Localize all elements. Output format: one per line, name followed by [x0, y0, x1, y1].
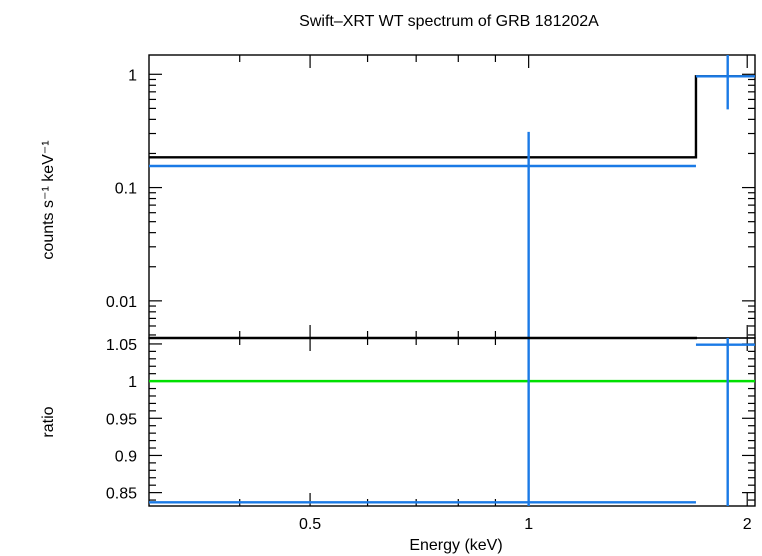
spectrum-y-axis-label: counts s⁻¹ keV⁻¹ [40, 140, 57, 259]
spectrum-y-tick-label: 0.1 [115, 181, 137, 198]
ratio-panel-frame [148, 337, 756, 507]
x-tick-label: 1 [524, 516, 533, 533]
ratio-panel: 1.05 1 0.95 0.9 0.85 ratio [40, 336, 756, 507]
spectrum-y-tick-label: 1 [128, 67, 137, 84]
ratio-data-point [695, 338, 755, 506]
spectrum-panel-marks [149, 55, 755, 338]
x-axis-label: Energy (keV) [409, 537, 502, 554]
spectrum-data-point [149, 131, 696, 338]
x-tick-label: 0.5 [299, 516, 321, 533]
ratio-y-tick-label: 1.05 [106, 337, 137, 354]
spectrum-y-tick-label: 0.01 [106, 294, 137, 311]
ratio-y-tick-label: 0.95 [106, 411, 137, 428]
spectrum-panel-ticks: 1 0.1 0.01 [106, 55, 755, 338]
ratio-y-tick-label: 0.9 [115, 448, 137, 465]
ratio-panel-marks [149, 336, 755, 506]
ratio-y-axis-label: ratio [40, 406, 57, 437]
spectrum-panel-frame [148, 54, 756, 339]
spectrum-panel: 1 0.1 0.01 counts s⁻¹ keV⁻¹ [40, 54, 756, 339]
ratio-data-point [149, 338, 696, 506]
spectrum-data-point [695, 55, 755, 110]
chart-title: Swift–XRT WT spectrum of GRB 181202A [299, 13, 599, 30]
ratio-y-tick-label: 1 [128, 374, 137, 391]
ratio-panel-ticks: 1.05 1 0.95 0.9 0.85 [106, 337, 755, 506]
x-axis: 0.5 1 2 [299, 516, 752, 533]
ratio-y-tick-label: 0.85 [106, 486, 137, 503]
x-tick-label: 2 [743, 516, 752, 533]
model-step-line [149, 75, 755, 159]
